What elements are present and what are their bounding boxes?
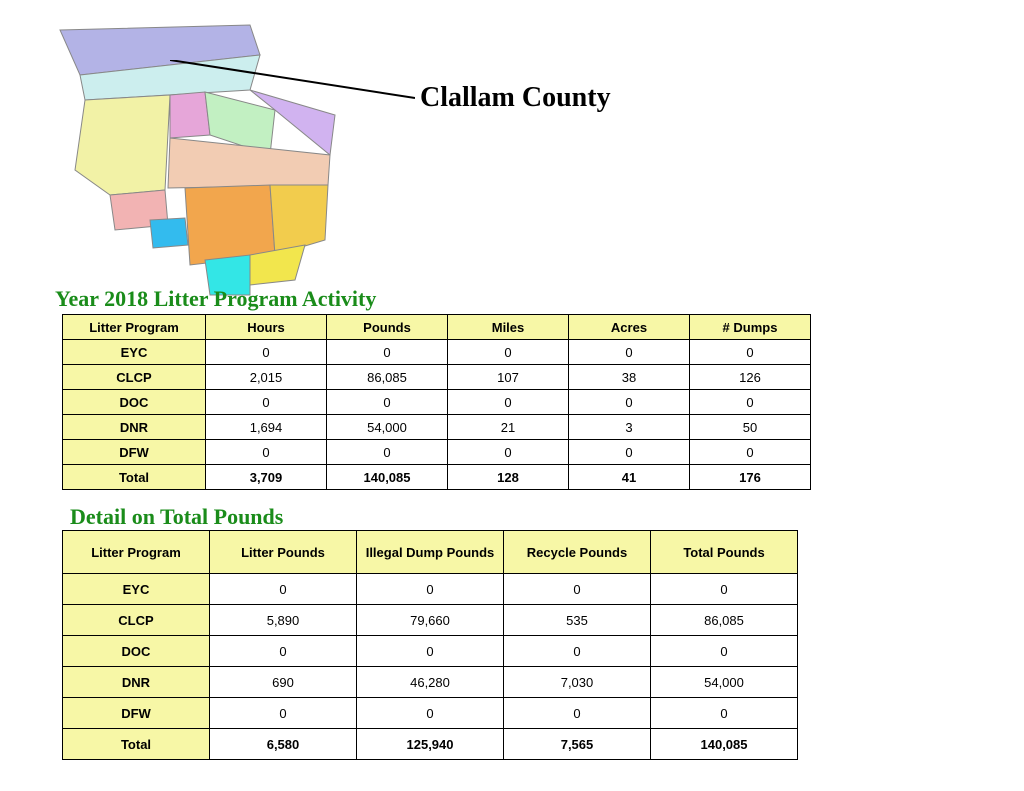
total-cell: 128 bbox=[448, 465, 569, 490]
total-label: Total bbox=[63, 465, 206, 490]
total-cell: 140,085 bbox=[327, 465, 448, 490]
cell: 0 bbox=[651, 636, 798, 667]
total-cell: 125,940 bbox=[357, 729, 504, 760]
row-label: EYC bbox=[63, 574, 210, 605]
cell: 3 bbox=[569, 415, 690, 440]
cell: 107 bbox=[448, 365, 569, 390]
total-cell: 140,085 bbox=[651, 729, 798, 760]
cell: 0 bbox=[327, 440, 448, 465]
cell: 0 bbox=[504, 698, 651, 729]
col-header: # Dumps bbox=[690, 315, 811, 340]
cell: 7,030 bbox=[504, 667, 651, 698]
cell: 0 bbox=[357, 636, 504, 667]
county-title: Clallam County bbox=[420, 82, 611, 114]
row-label: DOC bbox=[63, 390, 206, 415]
total-cell: 3,709 bbox=[206, 465, 327, 490]
col-header: Litter Program bbox=[63, 531, 210, 574]
row-label: DNR bbox=[63, 667, 210, 698]
cell: 54,000 bbox=[327, 415, 448, 440]
cell: 0 bbox=[448, 390, 569, 415]
col-header: Litter Program bbox=[63, 315, 206, 340]
cell: 0 bbox=[569, 390, 690, 415]
cell: 535 bbox=[504, 605, 651, 636]
row-label: DOC bbox=[63, 636, 210, 667]
cell: 21 bbox=[448, 415, 569, 440]
cell: 0 bbox=[206, 340, 327, 365]
cell: 2,015 bbox=[206, 365, 327, 390]
row-label: DFW bbox=[63, 440, 206, 465]
row-label: EYC bbox=[63, 340, 206, 365]
col-header: Total Pounds bbox=[651, 531, 798, 574]
row-label: CLCP bbox=[63, 365, 206, 390]
cell: 5,890 bbox=[210, 605, 357, 636]
total-label: Total bbox=[63, 729, 210, 760]
col-header: Acres bbox=[569, 315, 690, 340]
map-svg bbox=[50, 20, 350, 300]
cell: 38 bbox=[569, 365, 690, 390]
col-header: Hours bbox=[206, 315, 327, 340]
total-cell: 176 bbox=[690, 465, 811, 490]
cell: 46,280 bbox=[357, 667, 504, 698]
cell: 0 bbox=[569, 340, 690, 365]
cell: 86,085 bbox=[327, 365, 448, 390]
section2-title: Detail on Total Pounds bbox=[70, 504, 283, 530]
cell: 0 bbox=[210, 636, 357, 667]
cell: 54,000 bbox=[651, 667, 798, 698]
total-cell: 41 bbox=[569, 465, 690, 490]
cell: 0 bbox=[327, 340, 448, 365]
cell: 0 bbox=[690, 340, 811, 365]
cell: 0 bbox=[206, 440, 327, 465]
map-region-r4 bbox=[170, 92, 210, 138]
cell: 0 bbox=[690, 390, 811, 415]
cell: 0 bbox=[206, 390, 327, 415]
cell: 86,085 bbox=[651, 605, 798, 636]
col-header: Litter Pounds bbox=[210, 531, 357, 574]
activity-table: Litter ProgramHoursPoundsMilesAcres# Dum… bbox=[62, 314, 811, 490]
cell: 0 bbox=[448, 340, 569, 365]
county-map bbox=[50, 20, 350, 280]
total-cell: 7,565 bbox=[504, 729, 651, 760]
cell: 0 bbox=[569, 440, 690, 465]
map-region-r3 bbox=[75, 95, 170, 195]
row-label: DFW bbox=[63, 698, 210, 729]
map-region-r9 bbox=[150, 218, 188, 248]
col-header: Miles bbox=[448, 315, 569, 340]
detail-table: Litter ProgramLitter PoundsIllegal Dump … bbox=[62, 530, 798, 760]
cell: 126 bbox=[690, 365, 811, 390]
col-header: Recycle Pounds bbox=[504, 531, 651, 574]
col-header: Pounds bbox=[327, 315, 448, 340]
cell: 690 bbox=[210, 667, 357, 698]
cell: 0 bbox=[357, 574, 504, 605]
cell: 0 bbox=[357, 698, 504, 729]
cell: 0 bbox=[448, 440, 569, 465]
cell: 50 bbox=[690, 415, 811, 440]
cell: 0 bbox=[651, 574, 798, 605]
map-region-r11 bbox=[270, 185, 328, 255]
cell: 0 bbox=[504, 636, 651, 667]
cell: 0 bbox=[690, 440, 811, 465]
cell: 0 bbox=[651, 698, 798, 729]
row-label: DNR bbox=[63, 415, 206, 440]
cell: 79,660 bbox=[357, 605, 504, 636]
cell: 0 bbox=[210, 574, 357, 605]
cell: 0 bbox=[210, 698, 357, 729]
cell: 0 bbox=[327, 390, 448, 415]
cell: 0 bbox=[504, 574, 651, 605]
total-cell: 6,580 bbox=[210, 729, 357, 760]
col-header: Illegal Dump Pounds bbox=[357, 531, 504, 574]
cell: 1,694 bbox=[206, 415, 327, 440]
section1-title: Year 2018 Litter Program Activity bbox=[55, 286, 376, 312]
row-label: CLCP bbox=[63, 605, 210, 636]
